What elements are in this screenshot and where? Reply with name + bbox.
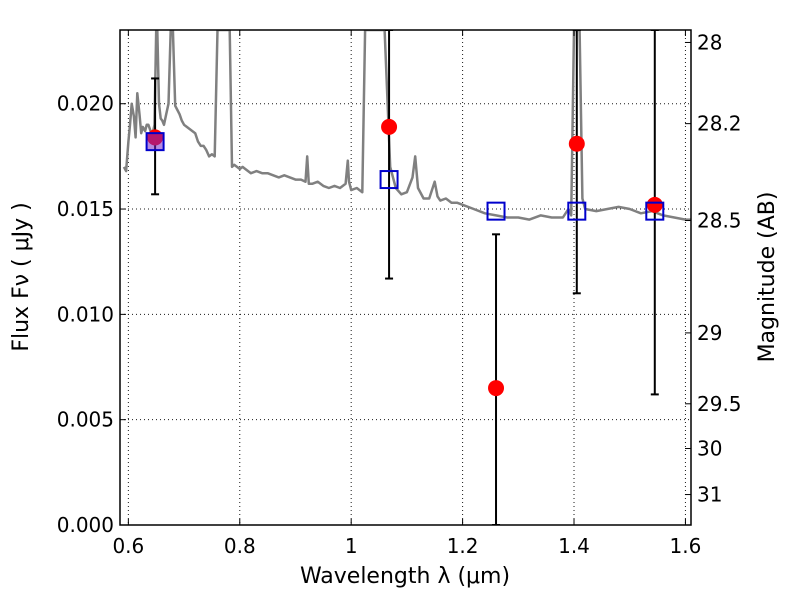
y-axis-label: Flux Fν ( μJy ) bbox=[9, 202, 34, 351]
y2-tick-label: 29 bbox=[697, 321, 722, 345]
model-square bbox=[645, 201, 665, 221]
y2-tick-label: 28.5 bbox=[697, 209, 742, 233]
y-tick-label: 0.000 bbox=[57, 513, 114, 537]
y-tick-label: 0.015 bbox=[57, 197, 114, 221]
model-square bbox=[379, 170, 399, 190]
observed-point bbox=[381, 118, 398, 135]
model-square bbox=[567, 201, 587, 221]
y2-tick-label: 30 bbox=[697, 437, 722, 461]
y2-tick-label: 28.2 bbox=[697, 112, 742, 136]
y2-axis-label: Magnitude (AB) bbox=[755, 192, 780, 363]
observed-point bbox=[488, 380, 505, 397]
x-axis-label: Wavelength λ (μm) bbox=[300, 564, 510, 589]
observed-point bbox=[568, 135, 585, 152]
y-tick-label: 0.005 bbox=[57, 408, 114, 432]
axes-frame bbox=[119, 29, 692, 526]
x-tick-label: 1 bbox=[345, 534, 358, 558]
x-tick-label: 0.6 bbox=[112, 534, 144, 558]
x-tick-label: 1.2 bbox=[447, 534, 479, 558]
y2-tick-label: 28 bbox=[697, 30, 722, 54]
y-tick-label: 0.010 bbox=[57, 302, 114, 326]
y-tick-label: 0.020 bbox=[57, 92, 114, 116]
model-square bbox=[486, 201, 506, 221]
sed-curve bbox=[122, 30, 691, 221]
x-tick-label: 1.4 bbox=[558, 534, 590, 558]
plot-area bbox=[122, 30, 691, 525]
y2-tick-label: 29.5 bbox=[697, 392, 742, 416]
x-tick-label: 0.8 bbox=[224, 534, 256, 558]
model-square bbox=[145, 132, 165, 152]
x-tick-label: 1.6 bbox=[670, 534, 702, 558]
ticks: 0.6 0.8 1 1.2 1.4 1.6 0.000 0.005 0.010 0.015 0.02… bbox=[57, 30, 742, 558]
y2-tick-label: 31 bbox=[697, 483, 722, 507]
grid bbox=[120, 30, 691, 526]
observed-point bbox=[646, 196, 663, 213]
